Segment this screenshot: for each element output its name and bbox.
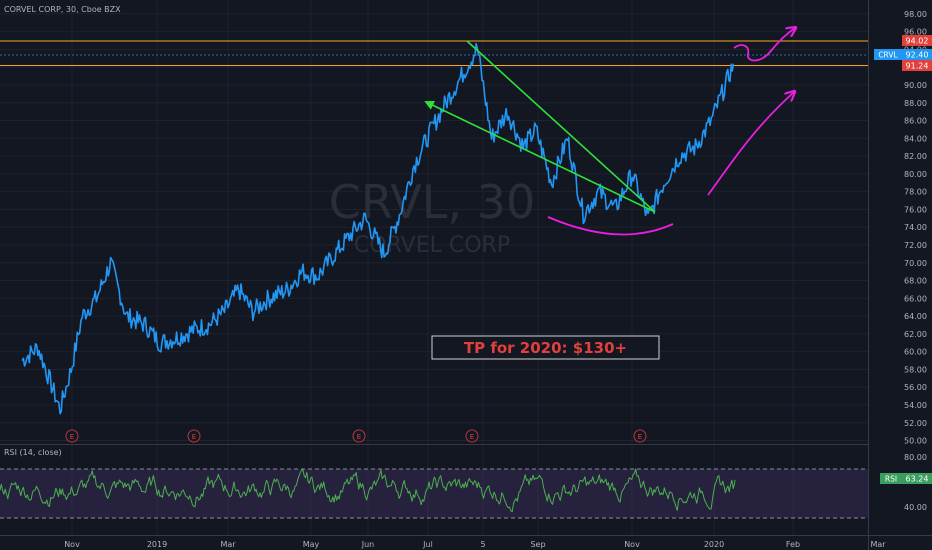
current-price-value: 92.40 [906,51,929,60]
rsi-tag-label: RSI [885,475,897,484]
downtrend-lower-arrow[interactable] [424,100,656,213]
price-tick-label: 70.00 [904,259,927,268]
price-tick-label: 60.00 [904,348,927,357]
time-tick-label: 5 [480,540,485,549]
price-tick-label: 74.00 [904,223,927,232]
earnings-marker[interactable]: E [352,429,366,443]
earnings-marker[interactable]: E [633,429,647,443]
time-tick-label: 2019 [147,540,167,549]
time-tick-label: Sep [530,540,545,549]
lower-level-tag: 91.24 [902,60,932,71]
time-tick-label: Mar [870,540,886,549]
target-price-label[interactable]: TP for 2020: $130+ [431,335,660,360]
bottom-curve-annotation[interactable] [547,216,674,236]
rsi-axis-tick-80: 80.00 [904,453,927,462]
rsi-band-fill [0,469,868,518]
time-tick-label: 2020 [704,540,724,549]
time-tick-label: Mar [220,540,236,549]
rsi-value-tag: RSI 63.24 [880,473,932,484]
symbol-header: CORVEL CORP, 30, Cboe BZX [4,5,121,14]
downtrend-upper-line[interactable] [466,40,656,213]
time-tick-label: Nov [64,540,80,549]
price-tick-label: 86.00 [904,117,927,126]
rsi-axis-tick-40: 40.00 [904,503,927,512]
price-tick-label: 84.00 [904,134,927,143]
earnings-marker-label: E [70,433,74,441]
price-tick-label: 72.00 [904,241,927,250]
lower-level-value: 91.24 [906,62,929,71]
price-tick-label: 82.00 [904,152,927,161]
time-tick-label: Jun [361,540,375,549]
upper-level-value: 94.02 [906,37,929,46]
price-tick-label: 68.00 [904,277,927,286]
price-tick-label: 62.00 [904,330,927,339]
price-tick-label: 50.00 [904,437,927,446]
upper-level-tag: 94.02 [902,35,932,46]
earnings-marker[interactable]: E [465,429,479,443]
price-axis-ticks[interactable]: 98.0096.0094.0092.0090.0088.0086.0084.00… [904,10,927,446]
price-tick-label: 80.00 [904,170,927,179]
price-tick-label: 98.00 [904,10,927,19]
earnings-marker-label: E [357,433,361,441]
price-tick-label: 52.00 [904,419,927,428]
price-tick-label: 78.00 [904,188,927,197]
price-tick-label: 76.00 [904,205,927,214]
price-tick-label: 90.00 [904,81,927,90]
price-tick-label: 88.00 [904,99,927,108]
rsi-title: RSI (14, close) [4,448,62,457]
squiggle-arrow-annotation[interactable] [733,28,795,62]
time-tick-label: May [303,540,320,549]
target-price-text: TP for 2020: $130+ [464,339,627,357]
price-series-line[interactable] [21,42,735,415]
time-tick-label: Jul [422,540,433,549]
price-tick-label: 56.00 [904,383,927,392]
earnings-marker-label: E [192,433,196,441]
price-tick-label: 54.00 [904,401,927,410]
price-tick-label: 66.00 [904,294,927,303]
current-price-symbol: CRVL [878,51,898,60]
time-tick-label: Feb [786,540,800,549]
earnings-marker-label: E [470,433,474,441]
time-tick-label: Nov [624,540,640,549]
earnings-marker[interactable]: E [65,429,79,443]
price-tick-label: 96.00 [904,28,927,37]
earnings-marker-label: E [638,433,642,441]
price-axis-background [868,0,932,550]
watermark-ticker: CRVL, 30 [329,175,535,229]
time-axis-labels[interactable]: Nov 2019 Mar May Jun Jul 5 Sep Nov 2020 Feb Mar [64,540,886,549]
rsi-series-line[interactable] [0,468,736,513]
price-tick-label: 58.00 [904,365,927,374]
rsi-tag-value: 63.24 [906,475,929,484]
current-price-tag: CRVL 92.40 [874,49,932,60]
price-tick-label: 64.00 [904,312,927,321]
earnings-marker[interactable]: E [187,429,201,443]
uptrend-arrow-annotation[interactable] [707,92,794,196]
